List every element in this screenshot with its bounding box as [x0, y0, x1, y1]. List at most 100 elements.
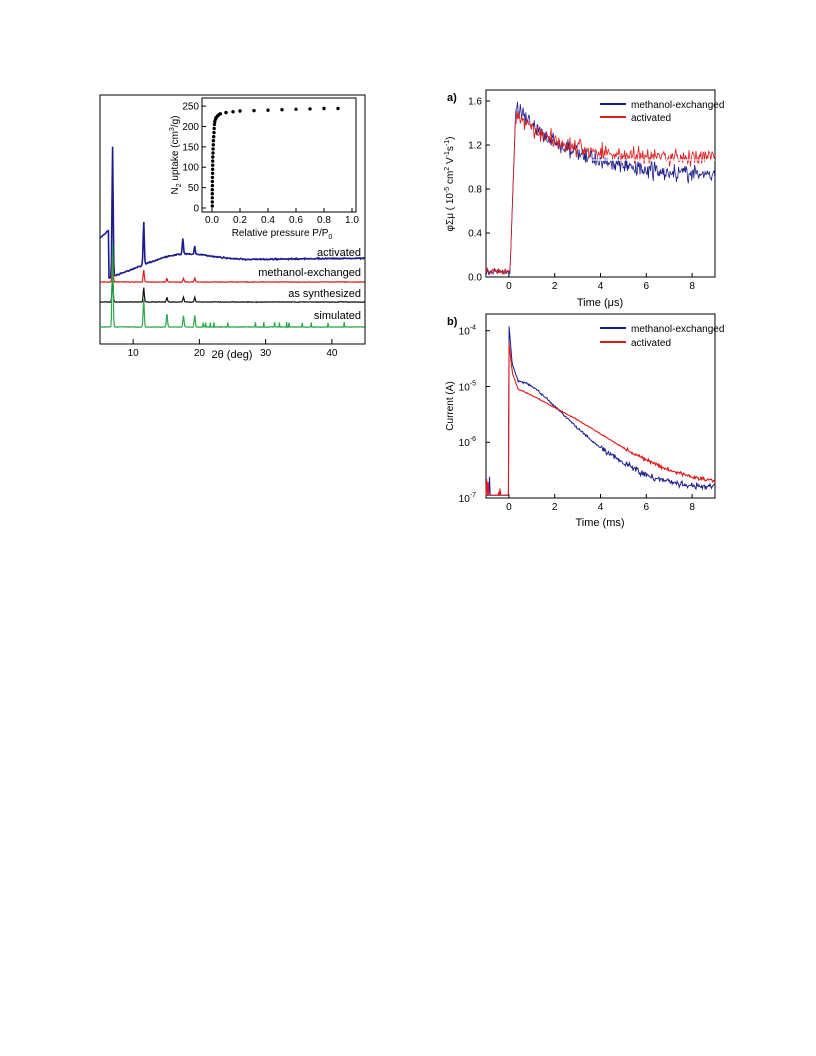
xrd-x-tick-label: 40 — [326, 348, 338, 359]
inset-y-tick-label: 100 — [182, 163, 199, 174]
inset-point — [211, 139, 216, 143]
a-series-methanol-exchanged — [485, 101, 716, 276]
xrd-series-as-synthesized — [99, 277, 365, 304]
a-y-tick-label: 1.6 — [468, 97, 482, 108]
b-legend-activated: activated — [631, 338, 671, 349]
a-y-tick-label: 0.8 — [468, 185, 482, 196]
inset-x-axis-label: Relative pressure P/P0 — [232, 228, 333, 241]
panel-a-label: a) — [447, 92, 457, 104]
b-x-tick-label: 6 — [644, 502, 650, 513]
inset-x-tick-label: 0.6 — [289, 215, 303, 226]
inset-y-tick-label: 200 — [182, 122, 199, 133]
inset-point — [252, 108, 256, 113]
inset-y-tick-label: 150 — [182, 142, 199, 153]
inset-point — [210, 196, 214, 200]
inset-point — [210, 188, 214, 192]
inset-point — [210, 192, 214, 196]
xrd-x-tick-label: 30 — [260, 348, 272, 359]
xrd-x-ticks: 10 20 30 40 — [128, 339, 338, 359]
inset-point — [210, 204, 214, 208]
a-y-tick-label: 1.2 — [468, 141, 482, 152]
a-x-tick-label: 2 — [552, 281, 558, 292]
inset-point — [218, 112, 223, 116]
b-x-tick-label: 2 — [552, 502, 558, 513]
xrd-x-tick-label: 10 — [128, 348, 140, 359]
inset-point — [231, 110, 235, 114]
b-x-tick-label: 0 — [506, 502, 512, 513]
panel-b-label: b) — [447, 316, 458, 328]
inset-point — [210, 200, 214, 204]
inset-point — [212, 122, 217, 127]
a-ticks: 0 2 4 6 8 0.0 0.4 0.8 1.2 1.6 — [468, 97, 695, 293]
inset-plot-frame — [201, 97, 357, 213]
xrd-series-activated — [99, 146, 366, 279]
inset-point — [238, 109, 242, 113]
inset-point — [212, 126, 216, 131]
inset-x-tick-label: 1.0 — [345, 215, 359, 226]
inset-ticks: 0.0 0.2 0.4 0.6 0.8 1.0 0 50 100 150 200 250 — [182, 102, 359, 226]
xrd-series-methanol-exchanged — [99, 257, 365, 284]
inset-y-tick-label: 0 — [193, 204, 199, 215]
b-x-axis-label: Time (ms) — [575, 517, 624, 529]
a-y-tick-label: 0.4 — [468, 229, 482, 240]
b-series-methanol-exchanged — [486, 326, 716, 496]
inset-point — [336, 106, 340, 111]
inset-point — [280, 108, 284, 112]
inset-point — [212, 135, 216, 139]
inset-x-tick-label: 0.8 — [317, 215, 331, 226]
xrd-legend-as-synthesized: as synthesized — [288, 288, 361, 300]
a-y-tick-label: 0.0 — [468, 273, 482, 284]
inset-point — [211, 163, 215, 167]
inset-point — [294, 107, 298, 112]
a-legend-methanol-exchanged: methanol-exchanged — [631, 100, 724, 111]
inset-point — [211, 147, 215, 151]
a-x-tick-label: 8 — [689, 281, 695, 292]
a-series-activated — [485, 110, 716, 275]
inset-point — [211, 155, 215, 159]
inset-x-tick-label: 0.4 — [261, 215, 275, 226]
a-y-axis-label: φΣμ ( 10-5 cm2 V-1s-1) — [444, 137, 456, 232]
inset-point — [211, 143, 215, 147]
inset-point — [322, 106, 326, 111]
b-y-tick-label: 10-6 — [459, 436, 476, 449]
xrd-x-tick-label: 20 — [194, 348, 206, 359]
xrd-plot-frame — [99, 94, 366, 345]
b-x-tick-label: 4 — [598, 502, 604, 513]
a-x-axis-label: Time (μs) — [577, 297, 623, 309]
xrd-x-axis-label: 2θ (deg) — [212, 349, 253, 361]
inset-point — [210, 175, 215, 180]
b-series-group — [485, 326, 716, 496]
inset-point — [210, 171, 215, 175]
b-ticks: 0 2 4 6 8 10-4 10-5 10-6 10-7 — [459, 325, 696, 513]
a-x-tick-label: 0 — [506, 281, 512, 292]
a-legend-activated: activated — [631, 113, 671, 124]
b-series-activated — [485, 343, 716, 496]
inset-point — [211, 151, 215, 155]
b-y-tick-label: 10-7 — [459, 492, 476, 505]
xrd-series-simulated — [99, 244, 365, 329]
inset-y-tick-label: 250 — [182, 102, 199, 113]
b-x-tick-label: 8 — [689, 502, 695, 513]
a-x-tick-label: 4 — [598, 281, 604, 292]
b-y-axis-label: Current (A) — [445, 381, 456, 430]
a-x-tick-label: 6 — [644, 281, 650, 292]
inset-point — [308, 107, 312, 111]
inset-y-tick-label: 50 — [188, 183, 200, 194]
inset-points-group — [210, 106, 340, 208]
inset-point — [266, 108, 270, 112]
inset-x-tick-label: 0.0 — [205, 215, 219, 226]
inset-y-axis-label: N2 uptake (cm3/g) — [169, 116, 183, 195]
xrd-series-group — [99, 146, 366, 329]
inset-x-tick-label: 0.2 — [233, 215, 247, 226]
a-series-group — [485, 101, 716, 276]
inset-point — [210, 179, 215, 184]
inset-point — [210, 167, 215, 171]
xrd-legend-simulated: simulated — [314, 310, 361, 322]
xrd-legend-methanol-exchanged: methanol-exchanged — [258, 267, 361, 279]
inset-point — [211, 159, 215, 163]
inset-point — [212, 130, 216, 135]
inset-point — [210, 183, 215, 188]
